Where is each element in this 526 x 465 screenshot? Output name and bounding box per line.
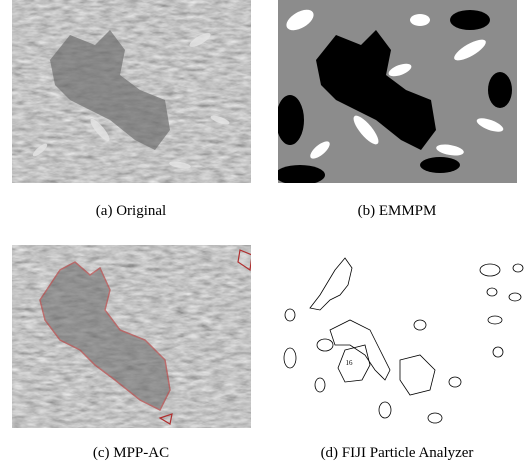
caption: (b) EMMPM bbox=[358, 203, 437, 219]
panel-a-image bbox=[12, 0, 251, 183]
caption: (c) MPP-AC bbox=[93, 445, 169, 461]
figure: 16 (a) Original (b) EMMPM (c) MPP-AC (d)… bbox=[0, 0, 526, 465]
caption: (d) FIJI Particle Analyzer bbox=[321, 445, 474, 461]
panel-d-image bbox=[284, 258, 523, 423]
panel-c-image bbox=[12, 245, 252, 428]
panel-b-image bbox=[275, 0, 517, 185]
annotation: 16 bbox=[346, 359, 354, 367]
caption: (a) Original bbox=[96, 203, 166, 219]
